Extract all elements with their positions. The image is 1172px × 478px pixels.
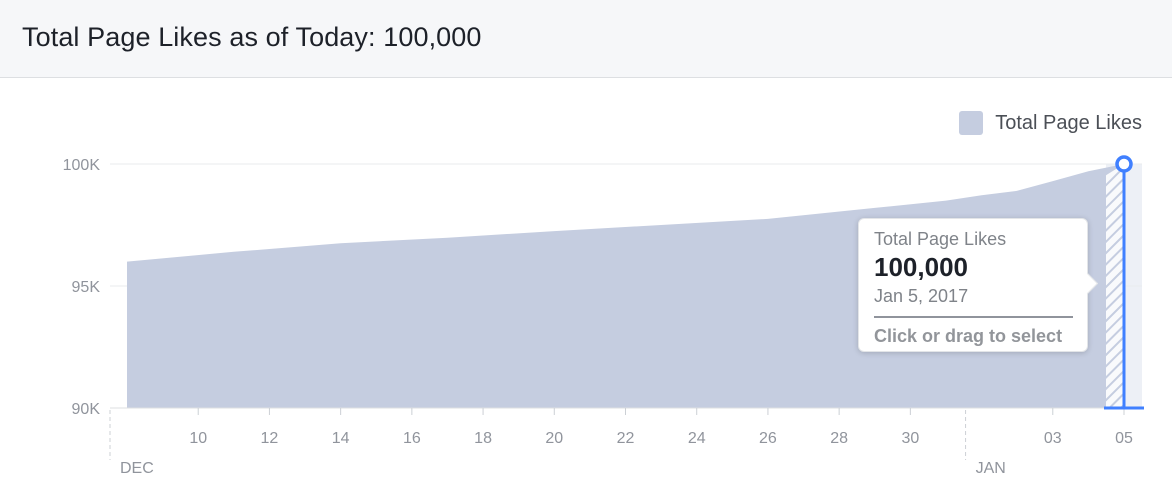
x-tick-label: 20 — [545, 430, 563, 447]
x-tick-label: 26 — [759, 430, 777, 447]
x-tick-label: 10 — [189, 430, 207, 447]
x-tick-label: 16 — [403, 430, 421, 447]
tooltip-hint: Click or drag to select — [874, 326, 1063, 346]
x-tick-label: 28 — [830, 430, 848, 447]
tooltip-value: 100,000 — [874, 252, 968, 282]
x-tick-label: 22 — [617, 430, 635, 447]
chart-legend[interactable]: Total Page Likes — [959, 110, 1142, 136]
tooltip-date: Jan 5, 2017 — [874, 284, 1073, 318]
x-tick-label: 14 — [332, 430, 350, 447]
x-tick-label: 30 — [901, 430, 919, 447]
x-tick-label: 18 — [474, 430, 492, 447]
x-tick-label: 24 — [688, 430, 706, 447]
x-tick-label: 12 — [261, 430, 279, 447]
page-header: Total Page Likes as of Today: 100,000 — [0, 0, 1172, 78]
y-tick-label: 90K — [72, 401, 101, 418]
x-tick-label: 05 — [1115, 430, 1133, 447]
tooltip-series-name: Total Page Likes — [874, 229, 1007, 249]
month-label: DEC — [120, 460, 154, 477]
legend-label: Total Page Likes — [995, 111, 1142, 134]
selected-day-hatch — [1106, 164, 1124, 408]
legend-swatch — [959, 111, 984, 135]
selection-point-handle[interactable] — [1115, 155, 1133, 173]
chart-tooltip: Total Page Likes 100,000 Jan 5, 2017 Cli… — [858, 218, 1088, 352]
page-title: Total Page Likes as of Today: 100,000 — [22, 22, 482, 52]
x-tick-label: 03 — [1044, 430, 1062, 447]
y-tick-label: 100K — [63, 157, 101, 174]
month-label: JAN — [976, 460, 1006, 477]
y-tick-label: 95K — [72, 279, 101, 296]
